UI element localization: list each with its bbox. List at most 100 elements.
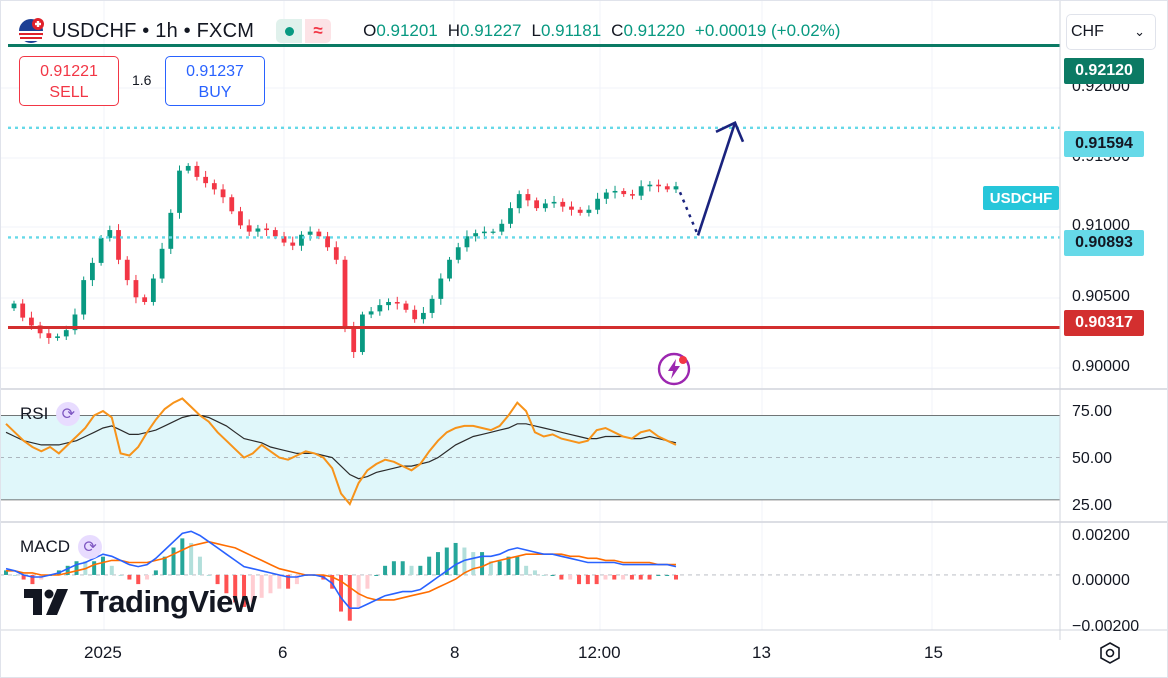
macd-histogram-bar bbox=[480, 552, 485, 575]
ohlc-high: H0.91227 bbox=[447, 21, 522, 40]
macd-histogram-bar bbox=[391, 561, 396, 575]
candle-body bbox=[621, 190, 627, 195]
macd-histogram-bar bbox=[418, 565, 423, 575]
macd-histogram-bar bbox=[189, 542, 194, 575]
candle-body bbox=[351, 327, 357, 353]
macd-pane-label[interactable]: MACD ⟳ bbox=[20, 535, 103, 559]
macd-histogram-bar bbox=[550, 574, 555, 576]
ohlc-change: +0.00019 (+0.02%) bbox=[694, 21, 841, 40]
macd-histogram-bar bbox=[206, 574, 211, 576]
macd-histogram-bar bbox=[100, 556, 105, 575]
currency-select[interactable]: CHF ⌄ bbox=[1066, 14, 1156, 50]
level-badge-bottom[interactable]: 0.90317 bbox=[1064, 310, 1144, 336]
macd-histogram-bar bbox=[471, 552, 476, 575]
candle-body bbox=[107, 230, 113, 238]
flash-icon[interactable] bbox=[657, 352, 691, 386]
symbol-price-badge[interactable]: USDCHF bbox=[983, 186, 1059, 210]
macd-histogram-bar bbox=[612, 574, 617, 580]
level-badge-top[interactable]: 0.92120 bbox=[1064, 58, 1144, 84]
market-status[interactable]: ≈ bbox=[276, 19, 332, 43]
macd-histogram-bar bbox=[330, 574, 335, 589]
macd-histogram-bar bbox=[162, 556, 167, 575]
ohlc-low: L0.91181 bbox=[531, 21, 602, 40]
candle-body bbox=[342, 259, 348, 328]
candle-body bbox=[81, 280, 87, 315]
macd-histogram-bar bbox=[629, 574, 634, 580]
rsi-ma-line bbox=[5, 414, 677, 480]
candle-body bbox=[220, 189, 226, 198]
candle-body bbox=[386, 301, 391, 306]
macd-tick: −0.00200 bbox=[1072, 618, 1140, 635]
macd-histogram-bar bbox=[453, 542, 458, 575]
macd-histogram-bar bbox=[127, 574, 132, 580]
macd-histogram-bar bbox=[294, 574, 299, 585]
currency-value: CHF bbox=[1071, 23, 1104, 40]
candle-body bbox=[630, 194, 635, 196]
wave-icon[interactable]: ≈ bbox=[305, 19, 332, 43]
macd-histogram-bar bbox=[409, 565, 414, 575]
candle-body bbox=[316, 231, 322, 237]
macd-histogram-bar bbox=[488, 561, 493, 575]
time-label: 12:00 bbox=[578, 643, 621, 662]
level-badge-resistance[interactable]: 0.91594 bbox=[1064, 131, 1144, 157]
candle-body bbox=[525, 194, 531, 201]
candle-body bbox=[229, 197, 235, 212]
candle-body bbox=[403, 303, 409, 310]
candle-body bbox=[255, 228, 261, 232]
legend-header: USDCHF • 1h • FXCM ≈ O0.91201 H0.91227 L… bbox=[18, 18, 840, 44]
macd-histogram-bar bbox=[233, 574, 238, 603]
candle-body bbox=[664, 186, 670, 190]
macd-histogram-bar bbox=[585, 574, 590, 585]
market-open-dot-icon[interactable] bbox=[276, 19, 303, 43]
buy-button[interactable]: 0.91237 BUY bbox=[165, 56, 265, 106]
refresh-icon[interactable]: ⟳ bbox=[56, 402, 81, 426]
settings-gear-icon[interactable] bbox=[1098, 641, 1122, 665]
time-label: 6 bbox=[278, 643, 288, 662]
candle-body bbox=[560, 201, 566, 207]
macd-histogram-bar bbox=[383, 565, 388, 575]
ohlc-values: O0.91201 H0.91227 L0.91181 C0.91220 +0.0… bbox=[363, 21, 840, 41]
macd-histogram-bar bbox=[118, 574, 123, 576]
macd-histogram-bar bbox=[656, 574, 661, 576]
candle-body bbox=[551, 201, 557, 204]
time-label: 13 bbox=[752, 643, 771, 662]
macd-histogram-bar bbox=[268, 574, 273, 594]
candle-body bbox=[473, 233, 479, 237]
candle-body bbox=[142, 297, 148, 302]
ohlc-close: C0.91220 bbox=[611, 21, 685, 40]
macd-histogram-bar bbox=[250, 574, 255, 603]
rsi-pane-label[interactable]: RSI ⟳ bbox=[20, 402, 81, 426]
projection-arrow-head bbox=[715, 121, 745, 143]
sell-button[interactable]: 0.91221 SELL bbox=[19, 56, 119, 106]
macd-histogram-bar bbox=[400, 561, 405, 575]
tradingview-logo[interactable]: TradingView bbox=[24, 584, 257, 620]
projection-dotted bbox=[678, 191, 700, 236]
macd-histogram-bar bbox=[171, 547, 176, 575]
candle-body bbox=[368, 311, 374, 315]
macd-histogram-bar bbox=[74, 561, 79, 575]
refresh-icon[interactable]: ⟳ bbox=[78, 535, 103, 559]
candle-body bbox=[420, 312, 426, 320]
macd-histogram-bar bbox=[153, 570, 158, 575]
candle-body bbox=[29, 317, 34, 326]
candle-body bbox=[516, 194, 522, 209]
candle-body bbox=[455, 247, 461, 260]
chevron-down-icon: ⌄ bbox=[1134, 24, 1145, 39]
candle-body bbox=[63, 330, 69, 337]
price-tick: 0.90500 bbox=[1072, 288, 1130, 305]
candle-body bbox=[490, 231, 496, 233]
macd-histogram-bar bbox=[365, 574, 370, 589]
macd-histogram-bar bbox=[65, 565, 70, 575]
candle-body bbox=[438, 278, 444, 299]
time-label: 8 bbox=[450, 643, 460, 662]
rsi-tick: 25.00 bbox=[1072, 497, 1113, 514]
macd-tick: 0.00000 bbox=[1072, 572, 1130, 589]
macd-histogram-bar bbox=[374, 574, 379, 576]
macd-line bbox=[5, 530, 677, 610]
price-tick: 0.90000 bbox=[1072, 358, 1130, 375]
macd-label: MACD bbox=[20, 537, 71, 556]
symbol-title[interactable]: USDCHF • 1h • FXCM bbox=[52, 19, 255, 42]
candle-body bbox=[203, 176, 209, 184]
candle-body bbox=[377, 305, 383, 312]
level-badge-support[interactable]: 0.90893 bbox=[1064, 230, 1144, 256]
